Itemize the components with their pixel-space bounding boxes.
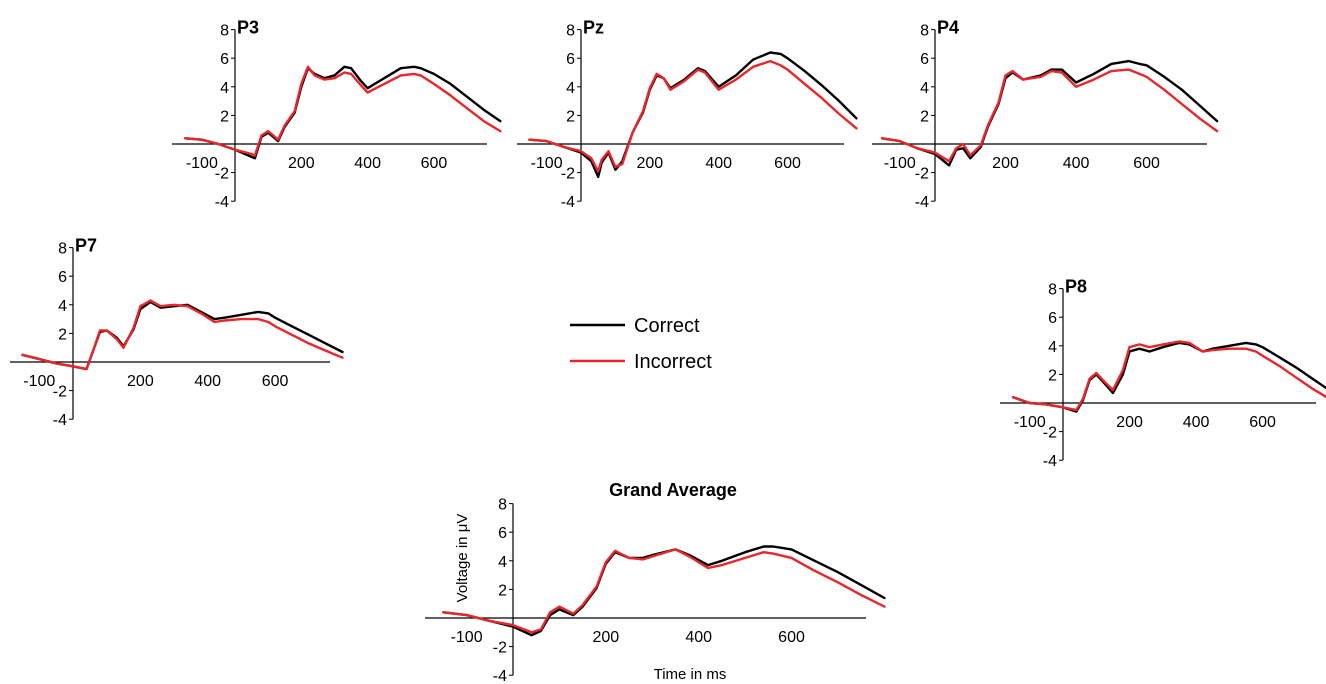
x-tick-label: -100 [1014,414,1046,431]
x-tick-label: 600 [1133,155,1160,172]
y-tick-label: -2 [915,166,929,183]
x-tick-label: 200 [592,629,619,646]
chart-grand: -4 -2 2 4 6 8 -100 200 400 600 Grand Average Time i… [425,480,886,684]
chart-title: P8 [1065,277,1087,297]
x-tick-label: 200 [288,155,315,172]
x-tick-label: 400 [705,155,732,172]
x-tick-label: 400 [1063,155,1090,172]
x-tick-label: -100 [186,155,218,172]
y-tick-label: 4 [498,554,507,571]
y-tick-label: 8 [1048,282,1057,299]
y-tick-label: 2 [58,326,67,343]
series-line-incorrect [184,65,502,157]
y-tick-label: -2 [53,384,67,401]
x-tick-label: 600 [1249,414,1276,431]
x-axis-label: Time in ms [654,666,727,683]
y-tick-label: -4 [215,194,229,211]
y-axis-label: Voltage in μV [454,514,471,603]
y-tick-label: -4 [53,412,67,429]
chart-title: P3 [237,18,259,38]
y-tick-label: -2 [561,166,575,183]
y-tick-label: 2 [566,108,575,125]
y-tick-label: 6 [58,269,67,286]
series-line-correct [528,51,858,179]
y-tick-label: 2 [1048,367,1057,384]
series-line-incorrect [1011,340,1326,412]
chart-title: Grand Average [609,480,737,500]
x-tick-label: 600 [778,629,805,646]
x-tick-label: 600 [421,155,448,172]
y-tick-label: 6 [220,51,229,68]
x-tick-label: 200 [992,155,1019,172]
x-tick-label: 400 [1183,414,1210,431]
x-tick-label: -100 [451,629,483,646]
y-tick-label: 6 [1048,310,1057,327]
y-tick-label: 8 [58,241,67,258]
y-tick-label: 4 [1048,339,1057,356]
series-line-incorrect [442,548,886,634]
x-tick-label: 200 [127,373,154,390]
chart-p7: -4 -2 2 4 6 8 -100 200 400 600 P7 [10,236,344,429]
y-tick-label: 2 [220,108,229,125]
y-tick-label: 2 [920,108,929,125]
chart-p3: -4 -2 2 4 6 8 -100 200 400 600 P3 [172,18,502,211]
chart-p4: -4 -2 2 4 6 8 -100 200 400 600 P4 [872,18,1219,211]
y-tick-label: 8 [498,497,507,514]
chart-p8: -4 -2 2 4 6 8 -100 200 400 600 P8 [1000,277,1326,470]
series-line-incorrect [880,68,1219,163]
legend: Correct Incorrect [570,315,712,373]
y-tick-label: -4 [493,668,507,684]
y-tick-label: -2 [215,166,229,183]
x-tick-label: 200 [1116,414,1143,431]
y-tick-label: 6 [498,525,507,542]
y-tick-label: 6 [566,51,575,68]
chart-title: Pz [583,18,604,38]
y-tick-label: 4 [920,80,929,97]
y-tick-label: 4 [566,80,575,97]
series-line-incorrect [21,299,344,371]
x-tick-label: -100 [23,373,55,390]
y-tick-label: 8 [566,23,575,40]
series-line-correct [1011,341,1326,413]
series-line-correct [184,65,502,160]
series-line-correct [880,59,1219,167]
chart-title: P7 [75,236,97,256]
legend-label-correct: Correct [634,315,700,337]
x-tick-label: -100 [884,155,916,172]
y-tick-label: 2 [498,582,507,599]
x-tick-label: 600 [262,373,289,390]
y-tick-label: -4 [561,194,575,211]
series-line-incorrect [528,59,858,173]
x-tick-label: 400 [194,373,221,390]
y-tick-label: 4 [220,80,229,97]
x-tick-label: 600 [774,155,801,172]
y-tick-label: 6 [920,51,929,68]
y-tick-label: -4 [915,194,929,211]
chart-title: P4 [937,18,959,38]
y-tick-label: -2 [1043,425,1057,442]
y-tick-label: 8 [220,23,229,40]
y-tick-label: -4 [1043,453,1057,470]
y-tick-label: 4 [58,298,67,315]
legend-label-incorrect: Incorrect [634,351,712,373]
x-tick-label: 400 [685,629,712,646]
x-tick-label: 200 [636,155,663,172]
y-tick-label: -2 [493,640,507,657]
series-line-correct [442,545,886,637]
y-tick-label: 8 [920,23,929,40]
x-tick-label: -100 [531,155,563,172]
chart-pz: -4 -2 2 4 6 8 -100 200 400 600 Pz [517,18,858,211]
x-tick-label: 400 [354,155,381,172]
